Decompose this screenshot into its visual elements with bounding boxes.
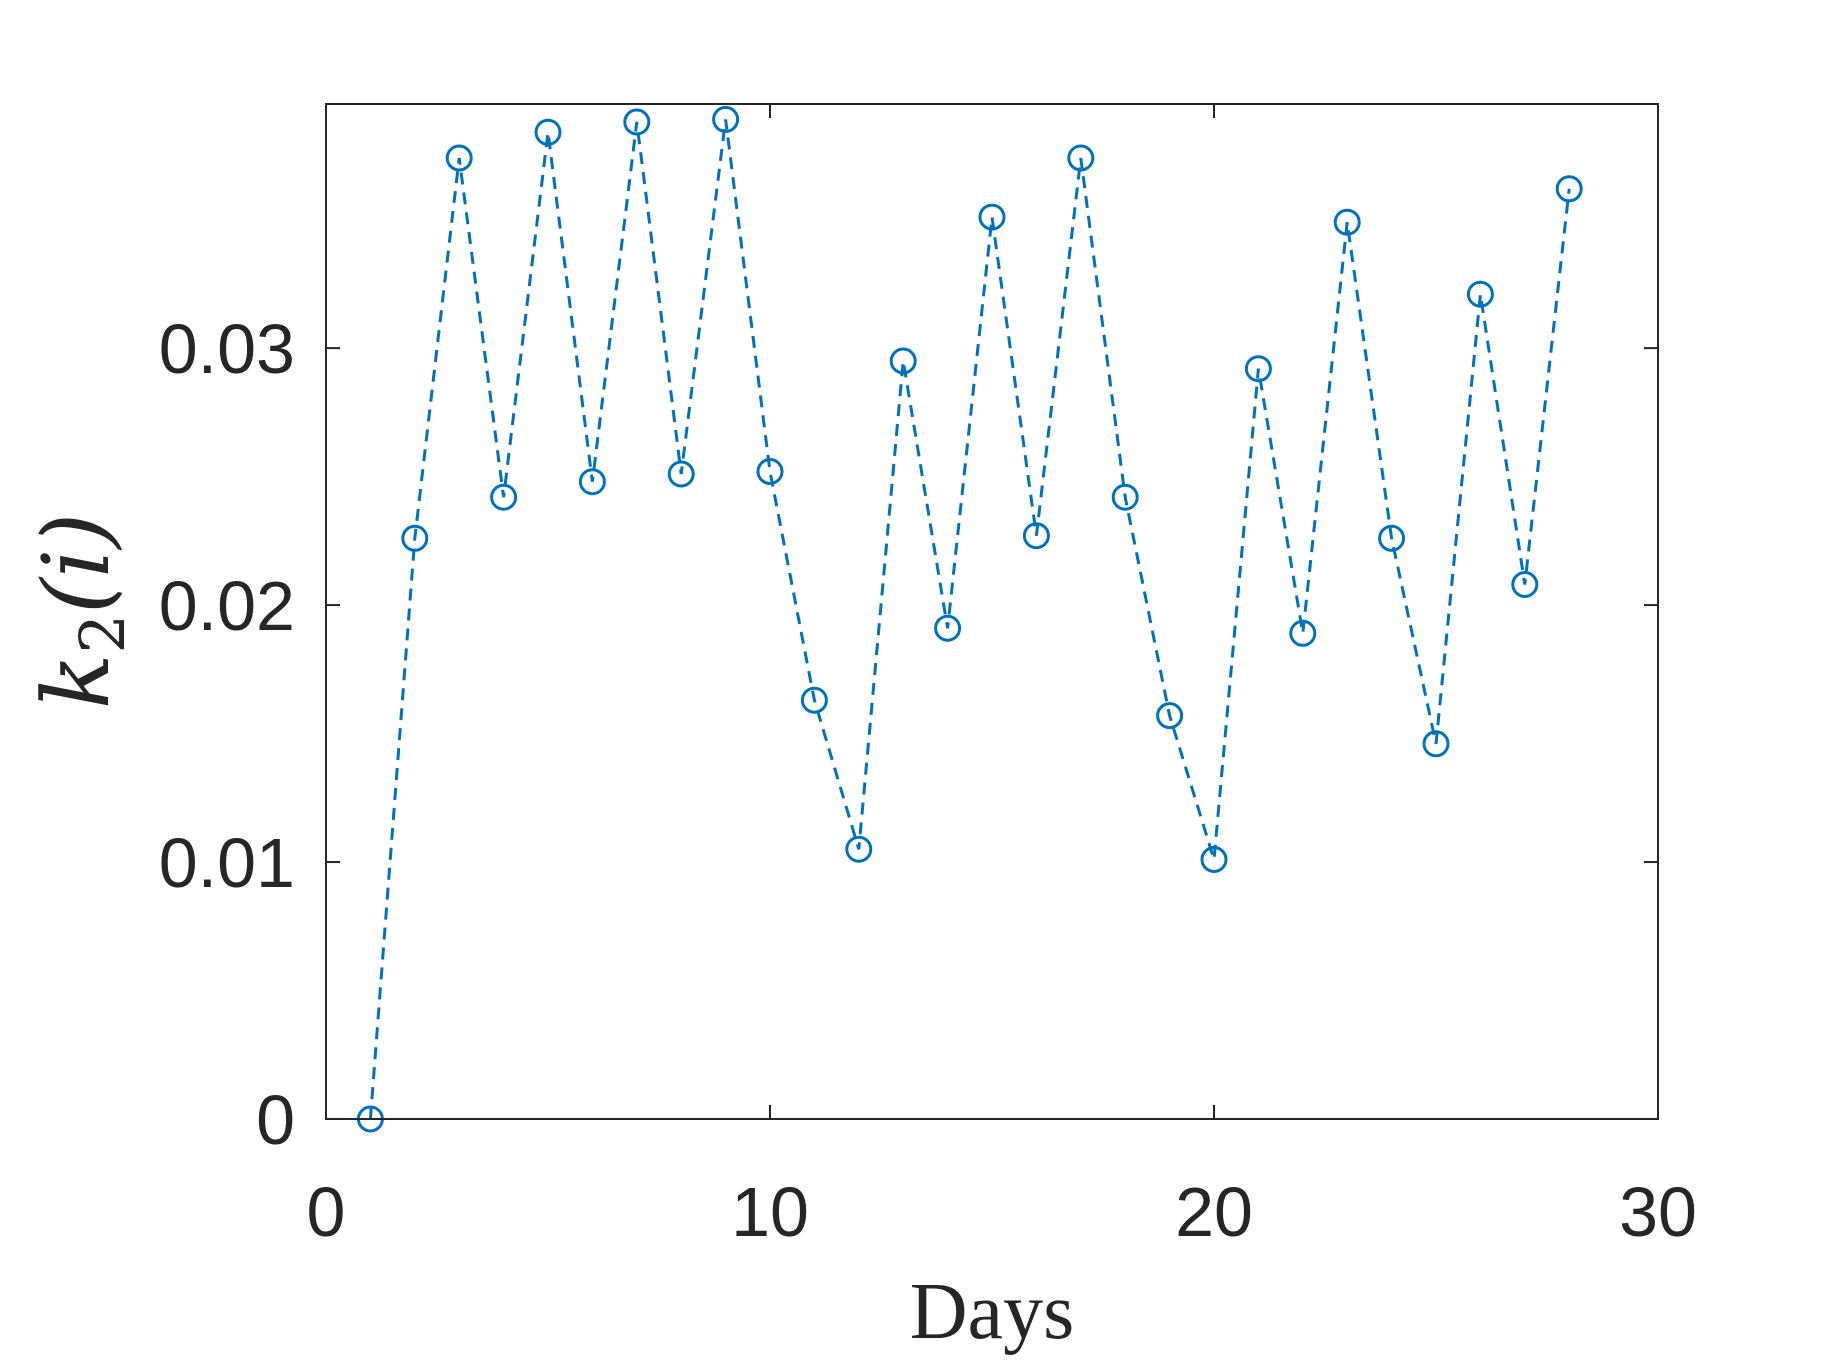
data-point — [578, 468, 606, 496]
data-point — [1200, 846, 1228, 873]
data-point — [712, 105, 740, 133]
y-axis-label-base: k — [23, 653, 130, 709]
data-point — [534, 118, 562, 146]
data-point — [756, 458, 784, 485]
x-tick-label: 10 — [731, 1173, 809, 1251]
data-point — [1111, 483, 1139, 511]
data-point — [1466, 280, 1494, 308]
y-tick-label: 0.03 — [159, 310, 295, 388]
data-point — [1511, 571, 1539, 598]
data-point — [1067, 144, 1095, 172]
y-axis-label: k2(i) — [23, 513, 139, 709]
x-tick-label: 20 — [1175, 1173, 1253, 1251]
data-point — [445, 144, 473, 172]
data-point — [845, 835, 873, 863]
data-point — [1289, 619, 1317, 647]
x-tick-label: 30 — [1619, 1173, 1697, 1251]
data-point — [1156, 702, 1184, 730]
data-point — [978, 203, 1006, 231]
data-point — [889, 347, 917, 375]
svg-text:k2(i): k2(i) — [23, 513, 139, 709]
data-point — [1422, 730, 1450, 758]
data-point — [1333, 208, 1361, 236]
data-point — [623, 108, 651, 136]
y-axis-label-subscript: 2 — [66, 614, 139, 653]
data-point — [401, 524, 429, 552]
data-point — [800, 686, 828, 714]
data-point — [1378, 524, 1406, 552]
x-tick-label: 0 — [307, 1173, 346, 1251]
series-layer — [356, 105, 1583, 1133]
data-point — [490, 483, 518, 511]
y-axis-label-argument: (i) — [23, 513, 130, 614]
data-point — [934, 614, 962, 642]
data-point — [1244, 355, 1272, 383]
data-point — [667, 460, 695, 488]
x-axis-label: Days — [910, 1268, 1074, 1356]
plot-frame — [325, 103, 1659, 1120]
y-tick-label: 0.01 — [159, 824, 295, 902]
data-point — [1022, 522, 1050, 550]
data-point — [1555, 175, 1583, 203]
plot-background — [326, 104, 1658, 1119]
y-tick-label: 0.02 — [159, 567, 295, 645]
series-line — [368, 119, 1571, 1120]
ticks-layer: 0 10 20 30 0 0.01 0.02 0.03 — [159, 104, 1697, 1251]
y-tick-label: 0 — [256, 1081, 295, 1159]
